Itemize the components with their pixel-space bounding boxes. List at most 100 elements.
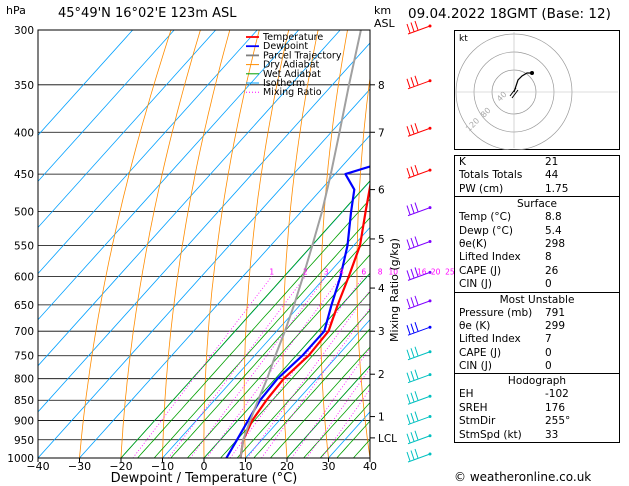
most_unstable.rows-label: Pressure (mb) [459, 306, 533, 319]
surface.rows-value: 26 [545, 264, 559, 277]
most-unstable-title: Most Unstable [499, 293, 575, 306]
indices-value: 21 [545, 156, 559, 168]
most_unstable.rows-label: CIN (J) [459, 360, 492, 373]
mixing-ratio-label: 8 [378, 267, 383, 276]
surface.rows-value: 8.8 [545, 211, 562, 224]
wind-barb-dot [428, 206, 432, 210]
hodograph: kt 120 80 40 [454, 30, 620, 150]
hodograph-frame [454, 30, 620, 150]
indices-panel: K 21 Totals Totals 44 PW (cm) 1.75 Surface Te… [454, 155, 620, 444]
hodograph_table.rows-row: StmSpd (kt) 33 [455, 429, 619, 442]
wind-barb-dot [428, 79, 432, 83]
isotherm-line [38, 30, 216, 229]
dry-adiabat-line [162, 30, 231, 458]
wet-adiabat-line [286, 365, 370, 458]
isotherm-line [38, 30, 258, 275]
wind-barb-flag [406, 205, 411, 215]
datetime-title: 09.04.2022 18GMT (Base: 12) [408, 6, 611, 22]
wind-barb-flag [406, 78, 411, 88]
wet-adiabat-line [220, 291, 370, 458]
dewpoint-series [225, 165, 370, 458]
pressure-tick-label: 500 [14, 207, 34, 219]
wind-barb-flag [410, 323, 415, 333]
mixing-ratio-line [247, 289, 370, 458]
wind-barb-flag [414, 391, 419, 401]
most_unstable.rows-row: Lifted Index 7 [455, 333, 619, 346]
wind-barb [407, 326, 431, 336]
mixing-ratio-label: 2 [303, 267, 308, 276]
isotherm-line [38, 30, 133, 136]
wind-barb-dot [428, 270, 432, 274]
wind-barb-flag [414, 236, 419, 246]
x-tick-label: −30 [68, 460, 91, 473]
mixing-ratio-line [261, 307, 370, 458]
surface.rows-row: Temp (°C) 8.8 [455, 211, 619, 224]
wind-barb-dot [428, 299, 432, 303]
dry-adiabat-line [356, 75, 370, 458]
wind-barb-flag [410, 392, 415, 402]
wind-barb-flag [406, 349, 411, 359]
pressure-tick-label: 900 [14, 416, 34, 428]
wind-barb-flag [410, 237, 415, 248]
wind-barb [407, 127, 431, 137]
wind-barb-flag [406, 167, 411, 178]
pressure-tick-label: 800 [14, 374, 34, 386]
wind-barb [407, 435, 431, 445]
mixing-ratio-label: 1 [269, 267, 274, 276]
most_unstable.rows-label: Lifted Index [459, 333, 521, 346]
mixing-ratio-line [190, 276, 327, 458]
wind-barb-dot [428, 126, 432, 130]
wind-barb-dot [428, 415, 432, 419]
hodograph_table.rows-row: StmDir 255° [455, 415, 619, 428]
x-axis-label: Dewpoint / Temperature (°C) [111, 471, 298, 486]
wet-adiabat-line [236, 309, 370, 458]
indices-row: K 21 [455, 156, 619, 169]
isotherm-line [38, 30, 175, 182]
hodograph_table.rows-label: SREH [459, 401, 488, 414]
wet-adiabat-line [120, 180, 370, 458]
wind-barb-flag [410, 348, 415, 358]
wind-barb-flag [406, 451, 411, 462]
pressure-tick-label: 400 [14, 127, 34, 139]
indices-row: PW (cm) 1.75 [455, 183, 619, 196]
legend-entry: Temperature [262, 32, 323, 43]
wind-barb-flag [406, 433, 411, 443]
pressure-tick-label: 550 [14, 240, 34, 252]
mixing-ratio-label: 20 [431, 267, 441, 276]
legend-entry: Dewpoint [263, 41, 308, 52]
most_unstable.rows-value: 299 [545, 319, 566, 332]
hodograph_table.rows-value: 176 [545, 401, 566, 414]
wind-barb [407, 300, 431, 310]
mixing-ratio-label: 10 [388, 267, 398, 276]
mixing-ratio-label: 4 [339, 267, 344, 276]
wind-barb-flag [414, 448, 419, 459]
dry-adiabat-line [120, 30, 201, 458]
location-title: 45°49'N 16°02'E 123m ASL [58, 6, 237, 21]
wind-barb-flag [406, 23, 411, 34]
wind-barb-flag [406, 239, 411, 249]
surface.rows-row: Dewp (°C) 5.4 [455, 225, 619, 238]
wind-barb-flag [414, 202, 419, 212]
surface.rows-label: Dewp (°C) [459, 224, 513, 237]
most_unstable.rows-row: CIN (J) 0 [455, 360, 619, 373]
wind-barb [407, 169, 431, 179]
x-tick-label: 20 [280, 460, 294, 473]
surface.rows-row: CAPE (J) 26 [455, 265, 619, 278]
surface.rows-value: 298 [545, 237, 566, 250]
mixing-ratio-label: 6 [361, 267, 366, 276]
wind-barb-flag [414, 295, 419, 306]
wind-barb-flag [414, 123, 419, 133]
isotherm-line [245, 319, 370, 458]
km-tick-label: 8 [378, 80, 385, 92]
hodograph_table.rows-row: EH -102 [455, 388, 619, 401]
mixing-ratio-line [291, 347, 370, 458]
wind-barb-flag [410, 22, 415, 32]
most-unstable-section: Most Unstable Pressure (mb) 791 θe (K) 299 L… [455, 291, 619, 374]
wet-adiabat-line [303, 383, 370, 458]
mixing-ratio-axis-label: Mixing Ratio (g/kg) [388, 238, 401, 342]
dry-adiabat-line [79, 30, 172, 458]
wind-barb [407, 395, 431, 405]
wind-barb-flag [406, 372, 411, 382]
hodograph_table.rows-value: -102 [545, 388, 569, 401]
